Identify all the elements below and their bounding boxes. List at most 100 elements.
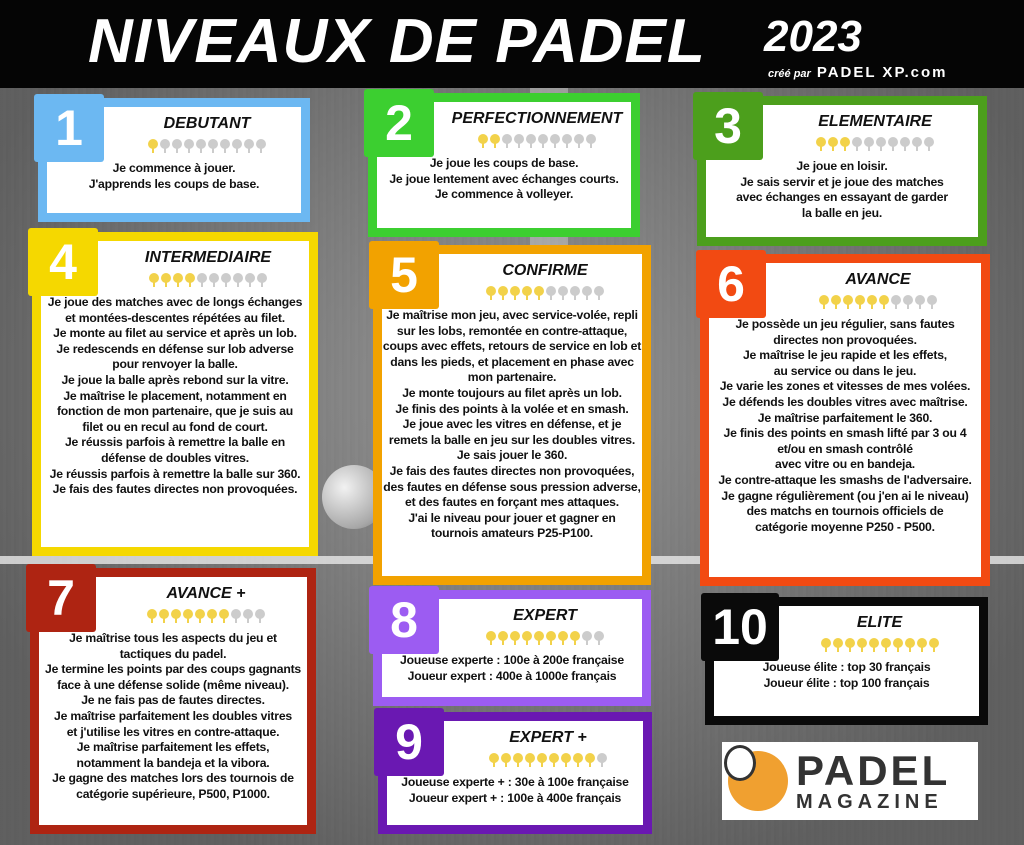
racket-icon xyxy=(148,139,158,153)
racket-icon xyxy=(927,295,937,309)
rating-rackets xyxy=(486,631,604,645)
racket-icon xyxy=(257,273,267,287)
racket-icon xyxy=(486,631,496,645)
description-line: notamment la bandeja et la vibora. xyxy=(76,755,270,770)
racket-icon xyxy=(844,638,855,652)
racket-icon xyxy=(912,137,922,151)
racket-icon xyxy=(183,609,193,623)
racket-icon xyxy=(538,134,548,148)
card-body: INTERMEDIAIRE Je joue des matches avec d… xyxy=(41,241,309,547)
level-name: EXPERT + xyxy=(509,729,587,746)
description-line: Je gagne des matches lors des tournois d… xyxy=(52,771,294,786)
racket-icon xyxy=(546,286,556,300)
level-number: 9 xyxy=(374,708,444,776)
credit: créé par PADEL XP.com xyxy=(768,64,948,81)
level-name: PERFECTIONNEMENT xyxy=(451,110,623,127)
racket-icon xyxy=(525,753,535,767)
racket-icon xyxy=(831,295,841,309)
level-name: AVANCE xyxy=(845,271,911,288)
racket-icon xyxy=(879,295,889,309)
level-description: Joueuse experte : 100e à 200e française J… xyxy=(400,653,624,684)
racket-icon xyxy=(904,638,915,652)
racket-icon xyxy=(924,137,934,151)
description-line: Je joue lentement avec échanges courts. xyxy=(389,171,619,186)
racket-icon xyxy=(864,137,874,151)
racket-icon xyxy=(220,139,230,153)
racket-icon xyxy=(196,139,206,153)
level-description: Je joue en loisir. Je sais servir et je j… xyxy=(736,159,948,221)
padel-magazine-logo: PADEL MAGAZINE xyxy=(722,742,978,820)
card-body: ELEMENTAIRE Je joue en loisir. Je sais se… xyxy=(706,105,978,237)
header: NIVEAUX DE PADEL 2023 créé par PADEL XP.c… xyxy=(0,0,1024,88)
racket-icon xyxy=(534,286,544,300)
level-name: INTERMEDIAIRE xyxy=(144,249,272,266)
description-line: catégorie moyenne P250 - P500. xyxy=(755,519,935,534)
rating-rackets xyxy=(489,753,607,767)
description-line: Je gagne régulièrement (ou j'en ai le ni… xyxy=(721,488,969,503)
racket-icon xyxy=(594,631,604,645)
description-line: tactiques du padel. xyxy=(119,646,227,661)
level-number: 6 xyxy=(696,250,766,318)
racket-icon xyxy=(867,295,877,309)
racket-icon xyxy=(574,134,584,148)
logo-line1: PADEL xyxy=(796,747,951,794)
description-line: Joueuse experte + : 30e à 100e française xyxy=(401,775,629,789)
description-line: Je maîtrise parfaitement le 360. xyxy=(757,410,933,425)
racket-icon xyxy=(147,609,157,623)
year: 2023 xyxy=(764,12,862,61)
racket-icon xyxy=(171,609,181,623)
level-description: Je maîtrise tous les aspects du jeu et ta… xyxy=(45,631,301,803)
racket-icon xyxy=(498,631,508,645)
racket-icon xyxy=(502,134,512,148)
racket-icon xyxy=(185,273,195,287)
rating-rackets xyxy=(819,295,937,309)
description-line: J'apprends les coups de base. xyxy=(88,176,260,191)
rating-rackets xyxy=(149,273,267,287)
description-line: Je termine les points par des coups gagn… xyxy=(45,662,302,677)
racket-icon xyxy=(840,137,850,151)
description-line: des fautes en défense sous pression adve… xyxy=(383,479,641,494)
racket-icon xyxy=(490,134,500,148)
description-line: Je commence à volleyer. xyxy=(434,187,574,202)
racket-icon xyxy=(892,638,903,652)
description-line: directes non provoquées. xyxy=(773,332,917,347)
racket-icon xyxy=(570,286,580,300)
description-line: Je ne fais pas de fautes directes. xyxy=(81,693,265,708)
racket-icon xyxy=(195,609,205,623)
level-number: 8 xyxy=(369,586,439,654)
credit-brand: PADEL XP.com xyxy=(816,64,948,81)
description-line: Je sais jouer le 360. xyxy=(456,448,568,463)
description-line: et/ou en smash contrôlé xyxy=(777,441,913,456)
level-description: Je maîtrise mon jeu, avec service-volée,… xyxy=(383,308,641,542)
description-line: Je joue des matches avec de longs échang… xyxy=(47,295,303,309)
description-line: catégorie supérieure, P500, P1000. xyxy=(76,786,270,801)
description-line: Je fais des fautes directes non provoqué… xyxy=(52,482,298,497)
racket-icon xyxy=(903,295,913,309)
racket-icon xyxy=(816,137,826,151)
card-body: CONFIRME Je maîtrise mon jeu, avec servi… xyxy=(382,254,642,576)
description-line: Je joue avec les vitres en défense, et j… xyxy=(402,417,622,432)
racket-icon xyxy=(597,753,607,767)
description-line: et j'utilise les vitres en contre-attaqu… xyxy=(66,724,280,739)
level-card-8: EXPERT Joueuse experte : 100e à 200e fra… xyxy=(369,586,651,706)
racket-icon xyxy=(526,134,536,148)
racket-icon xyxy=(558,286,568,300)
level-description: Je joue les coups de base. Je joue lentem… xyxy=(389,156,618,203)
rating-rackets xyxy=(486,286,604,300)
description-line: Je redescends en défense sur lob adverse xyxy=(56,341,294,356)
level-card-2: PERFECTIONNEMENT Je joue les coups de ba… xyxy=(364,89,640,237)
racket-icon xyxy=(562,134,572,148)
description-line: fonction de mon partenaire, que je suis … xyxy=(56,404,294,419)
description-line: Je possède un jeu régulier, sans fautes xyxy=(735,317,955,331)
level-card-9: EXPERT + Joueuse experte + : 30e à 100e … xyxy=(374,708,652,834)
racket-icon xyxy=(219,609,229,623)
racket-icon xyxy=(537,753,547,767)
racket-icon xyxy=(172,139,182,153)
racket-icon xyxy=(534,631,544,645)
description-line: Je monte au filet au service et après un… xyxy=(53,326,297,341)
racket-icon xyxy=(256,139,266,153)
description-line: Je sais servir et je joue des matches xyxy=(740,174,944,189)
description-line: Je maîtrise le placement, notamment en xyxy=(63,388,287,403)
racket-icon xyxy=(888,137,898,151)
racket-icon xyxy=(184,139,194,153)
